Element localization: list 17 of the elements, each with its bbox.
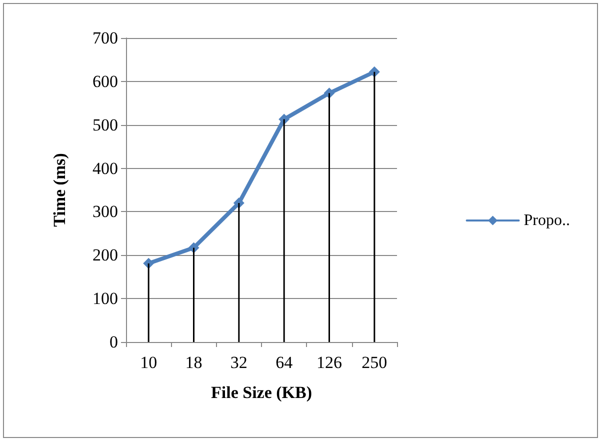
x-tick-label: 18 [185, 353, 202, 372]
y-tick-label: 100 [92, 289, 118, 308]
y-tick-label: 200 [92, 246, 118, 265]
x-axis-title: File Size (KB) [210, 383, 312, 402]
legend-label: Propo.. [524, 212, 570, 229]
y-tick-label: 0 [110, 332, 118, 352]
x-tick-label: 250 [362, 353, 388, 372]
y-tick-label: 400 [92, 158, 118, 178]
x-tick-label: 126 [316, 353, 342, 372]
y-axis-title: Time (ms) [50, 153, 69, 227]
x-tick-label: 32 [230, 353, 248, 372]
x-tick-label: 64 [276, 353, 294, 372]
y-tick-label: 300 [92, 202, 118, 222]
y-tick-label: 700 [92, 28, 118, 48]
x-tick-label: 10 [140, 353, 158, 372]
y-tick-label: 600 [92, 72, 118, 91]
y-tick-label: 500 [92, 115, 118, 134]
